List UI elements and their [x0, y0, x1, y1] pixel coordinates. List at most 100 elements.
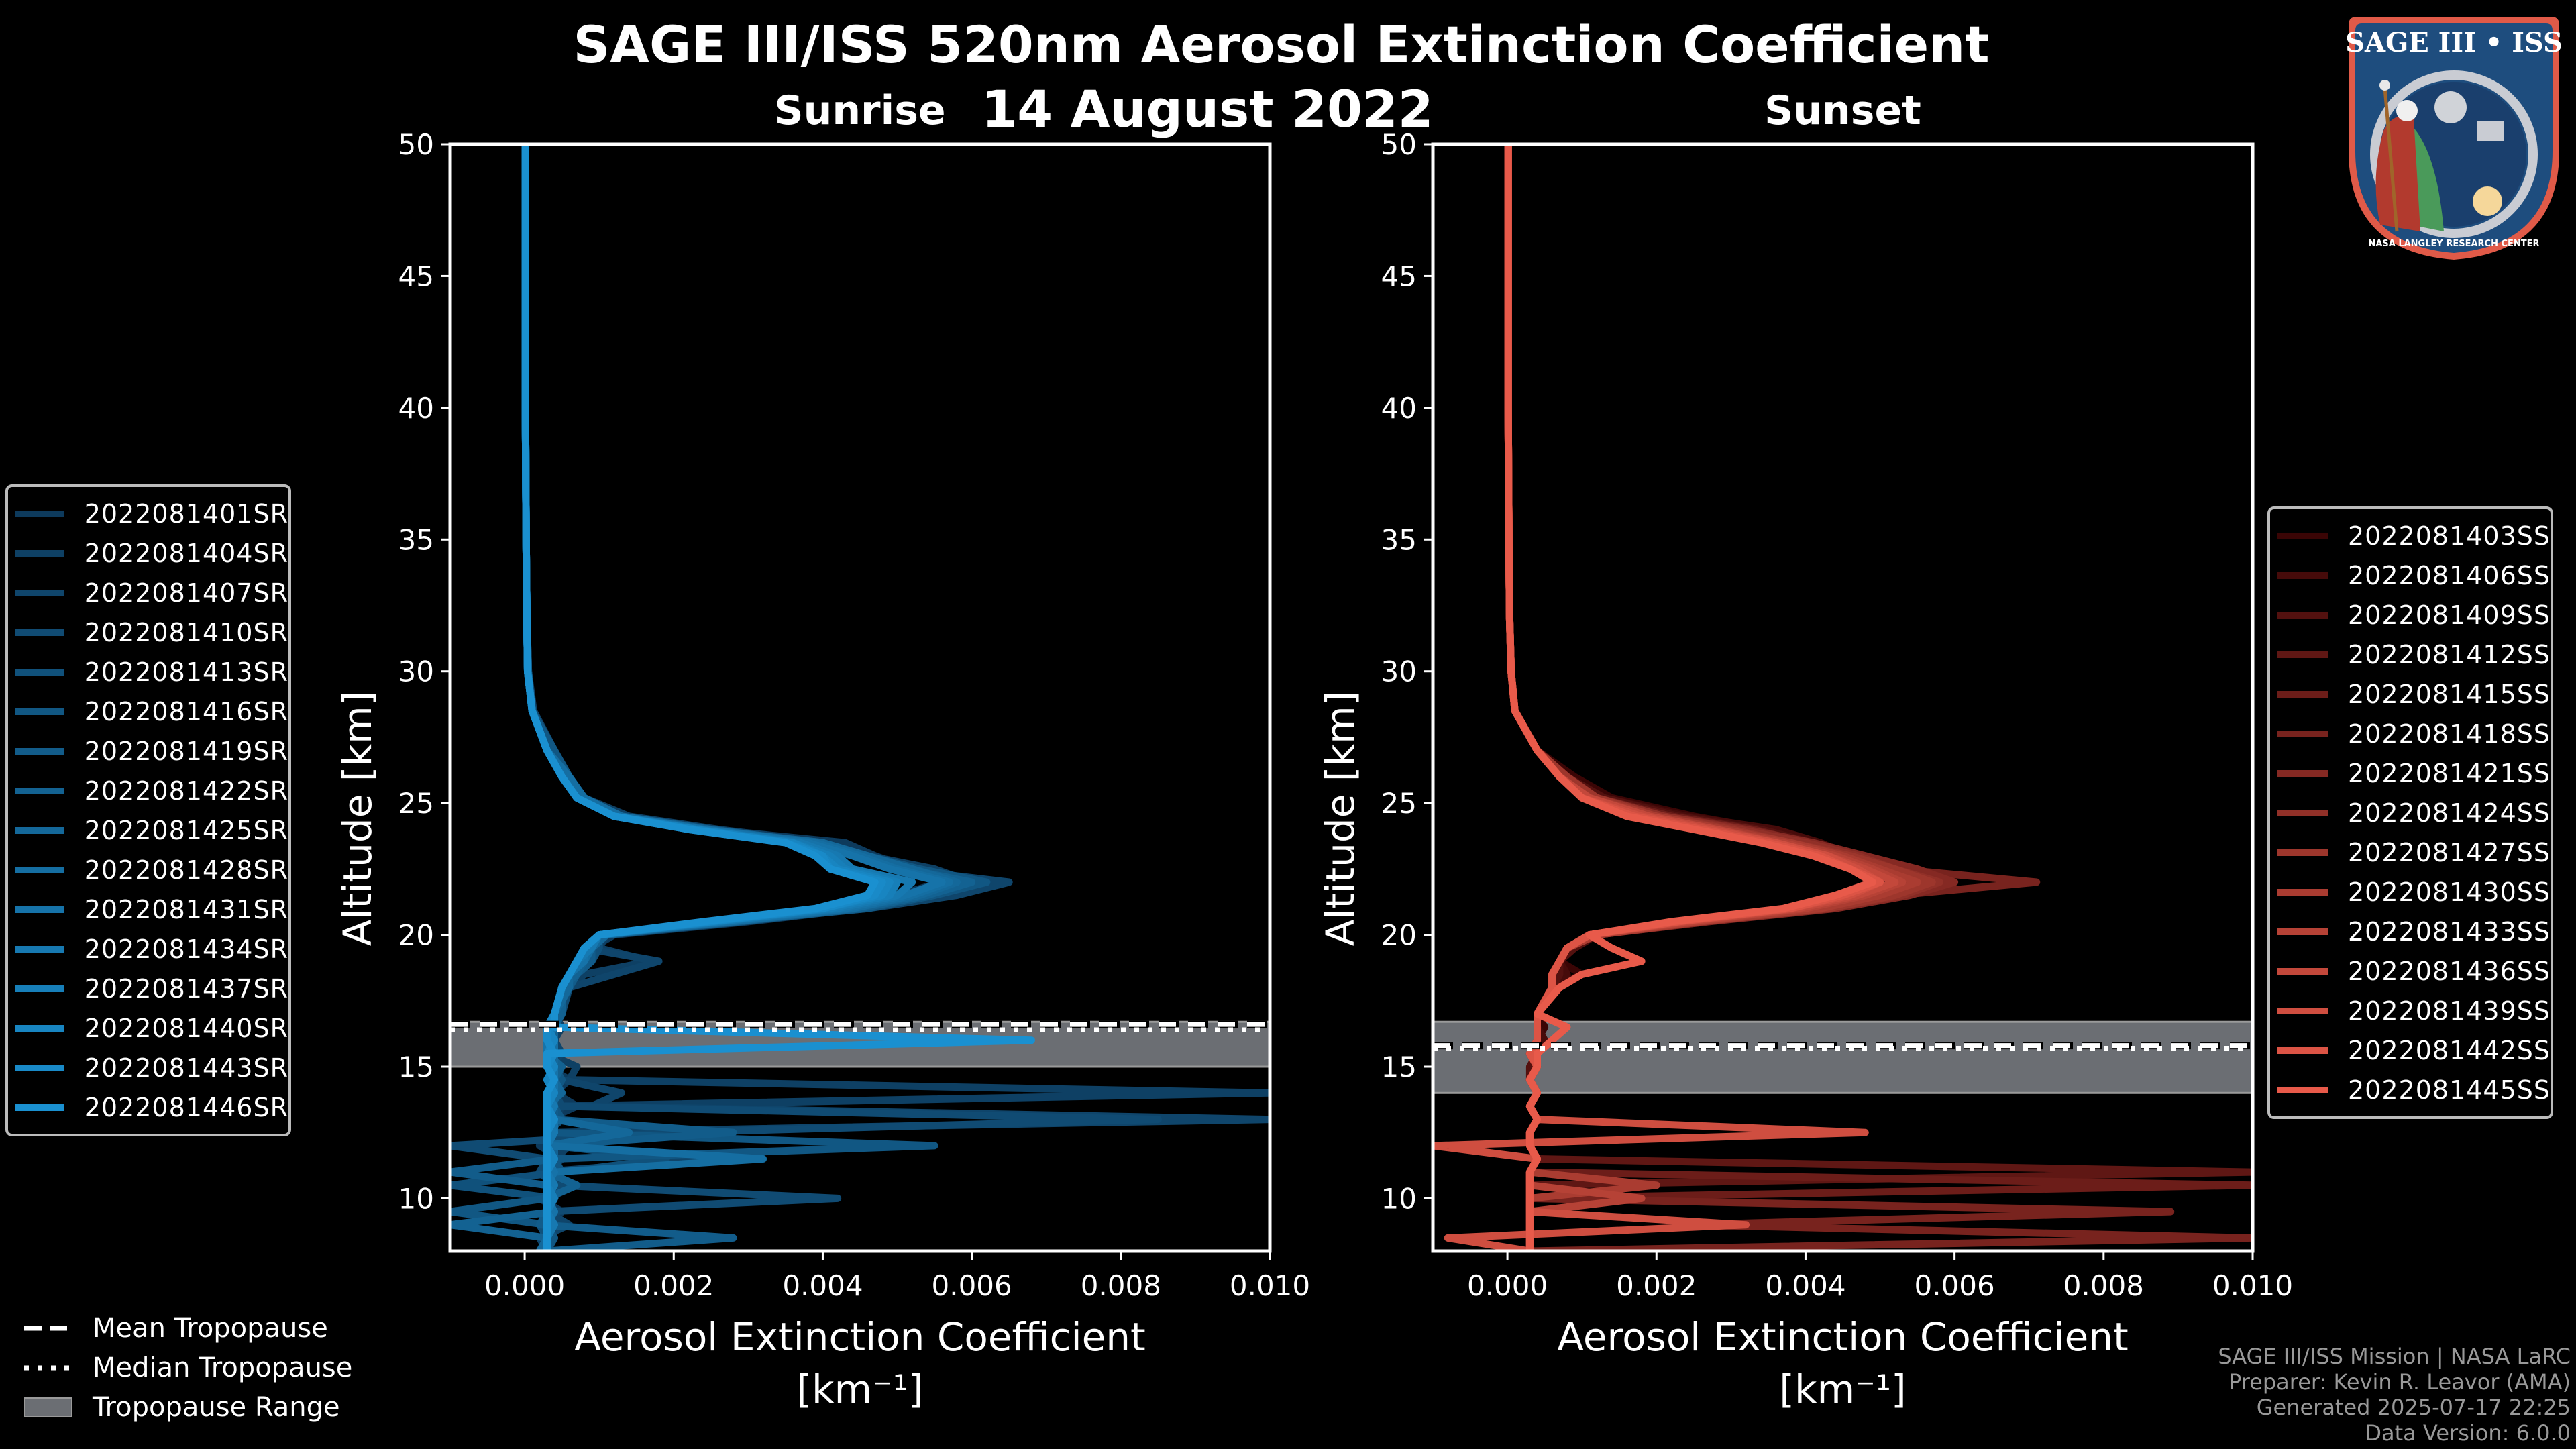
x-tick-label: 0.004 [1765, 1269, 1845, 1302]
footer-preparer: Preparer: Kevin R. Leavor (AMA) [2228, 1369, 2571, 1395]
y-tick-label: 40 [1381, 392, 1417, 425]
legend-label: 2022081421SS [2347, 758, 2551, 788]
x-axis-label: Aerosol Extinction Coefficient [1557, 1314, 2129, 1360]
y-tick-label: 50 [1381, 128, 1417, 161]
y-tick-label: 40 [398, 392, 434, 425]
space-station-icon [2477, 121, 2504, 141]
plot-area [450, 144, 1270, 1251]
legend-item: 2022081409SS [2270, 595, 2551, 635]
y-tick-label: 15 [1381, 1051, 1417, 1083]
x-tick-label: 0.006 [932, 1269, 1012, 1302]
logo-title: SAGE III • ISS [2345, 27, 2563, 58]
chart-subtitle-date: 14 August 2022 [981, 79, 1434, 139]
legend-item: 2022081419SR [8, 731, 288, 771]
legend-item: 2022081407SR [8, 573, 288, 612]
x-tick-label: 0.002 [1616, 1269, 1697, 1302]
y-tick-label: 35 [1381, 523, 1417, 556]
y-tick-label: 25 [1381, 787, 1417, 820]
legend-line-swatch-icon [15, 708, 64, 715]
legend-line-swatch-icon [15, 985, 64, 992]
footer-generated: Generated 2025-07-17 22:25 [2256, 1395, 2571, 1420]
legend-label: 2022081412SS [2347, 639, 2551, 669]
legend-label: 2022081404SR [84, 538, 288, 568]
legend-line-swatch-icon [2277, 1046, 2328, 1054]
y-tick-label: 35 [398, 523, 434, 556]
legend-item: 2022081416SR [8, 692, 288, 731]
footer-mission: SAGE III/ISS Mission | NASA LaRC [2218, 1344, 2571, 1369]
legend-label: 2022081401SR [84, 498, 288, 529]
wizard-figure-icon [2375, 115, 2420, 231]
legend-line-swatch-icon [15, 787, 64, 794]
legend-line-swatch-icon [2277, 1007, 2328, 1014]
credits-footer: SAGE III/ISS Mission | NASA LaRC Prepare… [2218, 1344, 2571, 1446]
legend-label: 2022081436SS [2347, 956, 2551, 986]
legend-line-swatch-icon [15, 668, 64, 676]
legend-item: 2022081404SR [8, 533, 288, 573]
legend-label: 2022081427SS [2347, 837, 2551, 867]
y-tick-label: 30 [398, 655, 434, 688]
legend-item-median-tropopause: Median Tropopause [20, 1348, 352, 1387]
legend-label: 2022081431SR [84, 894, 288, 924]
dotted-line-icon [24, 1365, 72, 1370]
legend-item-tropopause-range: Tropopause Range [20, 1387, 352, 1427]
legend-line-swatch-icon [2277, 572, 2328, 579]
legend-line-swatch-icon [15, 629, 64, 636]
legend-label: 2022081443SR [84, 1053, 288, 1083]
legend-line-swatch-icon [15, 549, 64, 557]
legend-line-swatch-icon [15, 747, 64, 755]
legend-item: 2022081421SS [2270, 753, 2551, 793]
legend-item: 2022081415SS [2270, 674, 2551, 714]
y-tick-label: 10 [1381, 1182, 1417, 1215]
x-axis-label: Aerosol Extinction Coefficient [574, 1314, 1146, 1360]
legend-line-swatch-icon [2277, 809, 2328, 816]
legend-item: 2022081446SR [8, 1087, 288, 1127]
legend-label: 2022081442SS [2347, 1035, 2551, 1065]
x-tick-label: 0.006 [1915, 1269, 1995, 1302]
legend-item: 2022081433SS [2270, 912, 2551, 951]
x-tick-label: 0.008 [2063, 1269, 2144, 1302]
legend-label: 2022081446SR [84, 1092, 288, 1122]
legend-label: 2022081434SR [84, 934, 288, 964]
legend-item: 2022081436SS [2270, 951, 2551, 991]
legend-item: 2022081443SR [8, 1048, 288, 1087]
legend-item: 2022081430SS [2270, 872, 2551, 912]
legend-item: 2022081445SS [2270, 1070, 2551, 1110]
legend-label: 2022081418SS [2347, 718, 2551, 749]
axes-frame [1431, 142, 2255, 1253]
sunrise-panel: 0.000 0.002 0.004 0.006 0.008 0.010 10 15 20 25 30… [335, 128, 1310, 1412]
legend-line-swatch-icon [2277, 849, 2328, 856]
logo-ring [2370, 70, 2538, 238]
y-tick-label: 50 [398, 128, 434, 161]
sunset-legend: 2022081403SS 2022081406SS 2022081409SS 2022… [2267, 506, 2553, 1119]
legend-label: 2022081413SR [84, 657, 288, 687]
sunset-panel: 0.000 0.002 0.004 0.006 0.008 0.010 10 15 20 25 30… [1318, 128, 2293, 1412]
legend-label: 2022081439SS [2347, 996, 2551, 1026]
legend-label: 2022081440SR [84, 1013, 288, 1043]
legend-line-swatch-icon [15, 589, 64, 596]
legend-line-swatch-icon [15, 1064, 64, 1071]
legend-item: 2022081403SS [2270, 516, 2551, 555]
x-tick-label: 0.004 [782, 1269, 863, 1302]
y-tick-label: 20 [398, 919, 434, 952]
legend-line-swatch-icon [2277, 730, 2328, 737]
x-tick-label: 0.000 [484, 1269, 565, 1302]
sun-icon [2473, 186, 2502, 216]
legend-item: 2022081410SR [8, 612, 288, 652]
profile-line-2022081404SR [521, 144, 1270, 1251]
profile-line-2022081446SR [521, 144, 1035, 1251]
legend-line-swatch-icon [2277, 888, 2328, 896]
legend-line-swatch-icon [15, 945, 64, 953]
legend-label: Mean Tropopause [93, 1312, 328, 1344]
x-tick-label: 0.010 [2212, 1269, 2293, 1302]
x-axis-units: [km⁻¹] [1779, 1366, 1906, 1412]
legend-item: 2022081413SR [8, 652, 288, 692]
legend-item: 2022081440SR [8, 1008, 288, 1048]
legend-line-swatch-icon [2277, 769, 2328, 777]
profile-line-2022081445SS [1504, 144, 1876, 1251]
legend-item: 2022081406SS [2270, 555, 2551, 595]
y-tick-label: 10 [398, 1182, 434, 1215]
y-tick-label: 45 [398, 260, 434, 292]
y-tick-label: 15 [398, 1051, 434, 1083]
legend-item: 2022081422SR [8, 771, 288, 810]
